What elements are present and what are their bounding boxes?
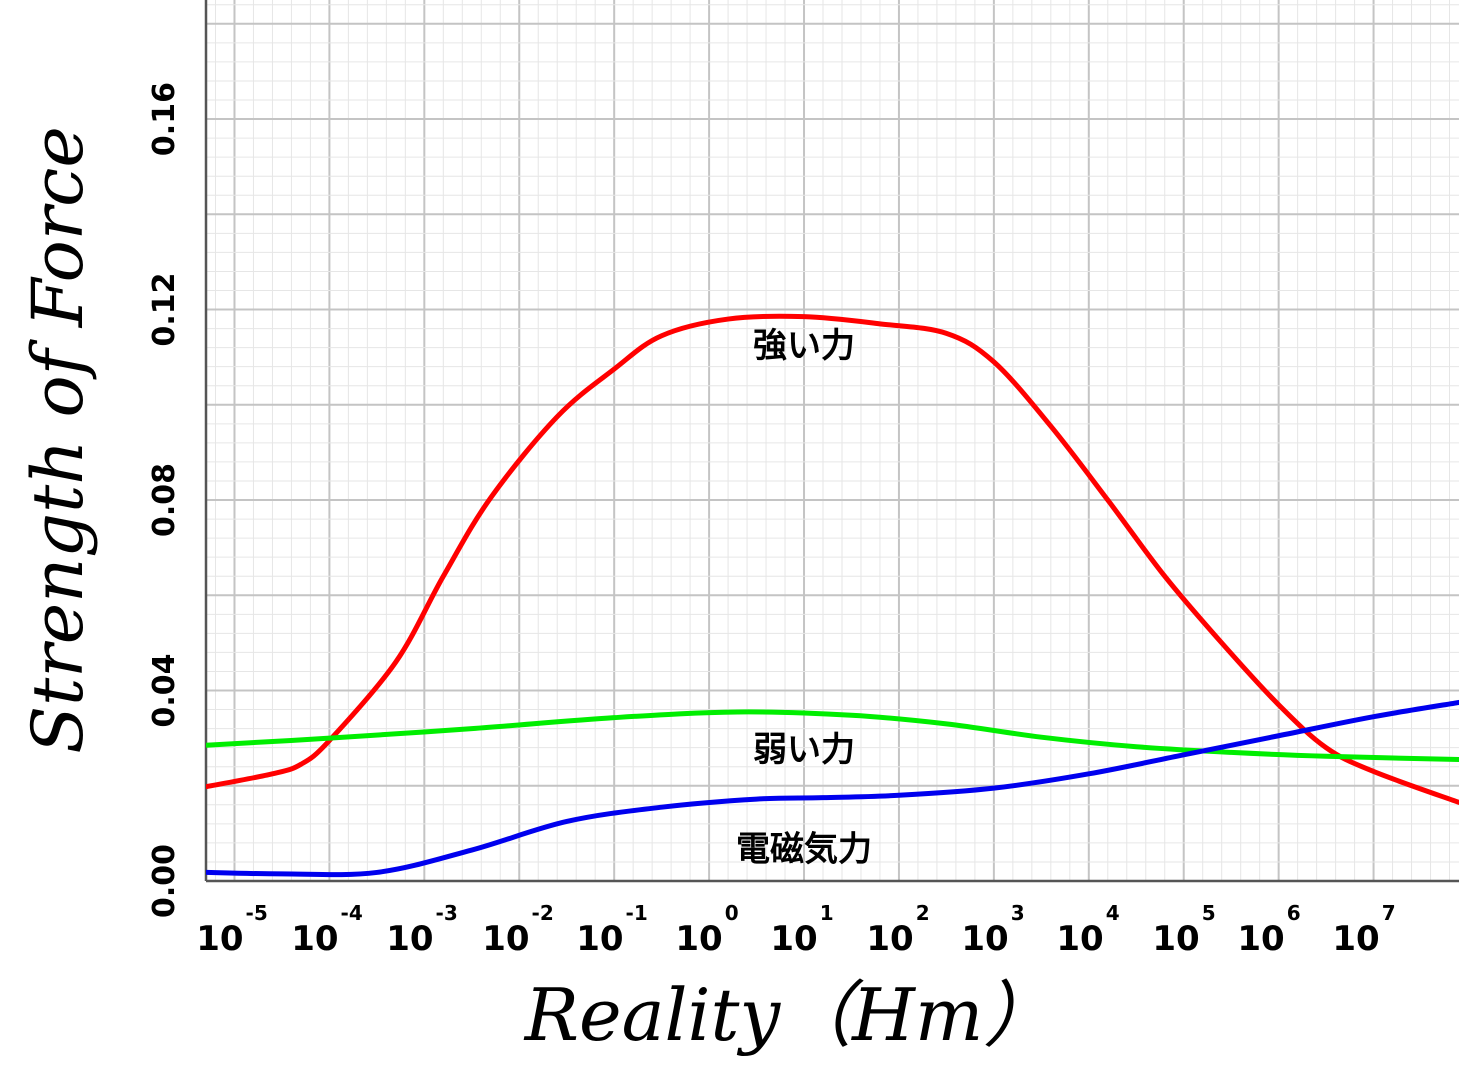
x-tick-label: 107 [1332,901,1395,959]
x-tick-base: 10 [1332,919,1379,959]
x-tick-label: 10-5 [196,901,268,959]
x-tick-exponent: -4 [341,901,363,925]
y-tick-group: 0.00 [147,844,182,918]
x-tick-label: 10-2 [482,901,554,959]
x-tick-label: 104 [1056,901,1119,959]
x-tick-exponent: 3 [1011,901,1025,925]
x-tick-exponent: 4 [1106,901,1120,925]
x-tick-exponent: 7 [1382,901,1396,925]
series-label-3: 電磁気力 [736,829,872,869]
x-tick-base: 10 [1237,919,1284,959]
axes [204,0,1459,883]
x-tick-base: 10 [1056,919,1103,959]
x-tick-label: 101 [770,901,833,959]
x-tick-label: 103 [961,901,1024,959]
x-tick-label: 106 [1237,901,1300,959]
series-line-1 [206,313,1459,805]
y-tick-label: 0.04 [147,653,182,727]
x-tick-exponent: 0 [725,901,739,925]
x-tick-base: 10 [675,919,722,959]
x-tick-base: 10 [866,919,913,959]
y-tick-label: 0.16 [147,82,182,156]
x-tick-label: 105 [1152,901,1215,959]
x-tick-base: 10 [482,919,529,959]
series-lines [206,313,1459,878]
x-tick-base: 10 [576,919,623,959]
y-tick-label: 0.08 [147,463,182,537]
y-tick-group: 0.08 [147,463,182,537]
y-axis-title: Strength of Force [17,126,99,754]
x-tick-exponent: 1 [820,901,834,925]
series-line-2 [206,709,1459,763]
x-tick-label: 10-1 [576,901,648,959]
grid [206,0,1459,882]
x-tick-exponent: -1 [626,901,648,925]
series-label-1: 強い力 [753,326,855,366]
x-tick-base: 10 [386,919,433,959]
x-tick-exponent: 6 [1287,901,1301,925]
y-tick-label: 0.12 [147,273,182,347]
y-tick-group: 0.04 [147,653,182,727]
x-tick-base: 10 [196,919,243,959]
x-tick-exponent: 5 [1202,901,1216,925]
x-tick-base: 10 [291,919,338,959]
series-label-2: 弱い力 [753,730,855,770]
x-tick-exponent: 2 [916,901,930,925]
x-tick-exponent: -5 [246,901,268,925]
x-tick-exponent: -3 [436,901,458,925]
x-tick-base: 10 [770,919,817,959]
x-tick-label: 102 [866,901,929,959]
x-tick-base: 10 [1152,919,1199,959]
y-tick-group: 0.12 [147,273,182,347]
y-tick-label: 0.00 [147,844,182,918]
series-line-3 [206,699,1459,878]
x-tick-base: 10 [961,919,1008,959]
x-tick-labels: 10-510-410-310-210-110010110210310410510… [196,901,1395,959]
x-tick-label: 100 [675,901,738,959]
y-tick-group: 0.16 [147,82,182,156]
x-tick-label: 10-3 [386,901,458,959]
x-tick-exponent: -2 [532,901,554,925]
x-tick-label: 10-4 [291,901,363,959]
y-tick-labels: 0.00 0.04 0.08 0.12 0.16 [147,82,182,918]
x-axis-title: Reality（Hm） [523,973,1055,1057]
